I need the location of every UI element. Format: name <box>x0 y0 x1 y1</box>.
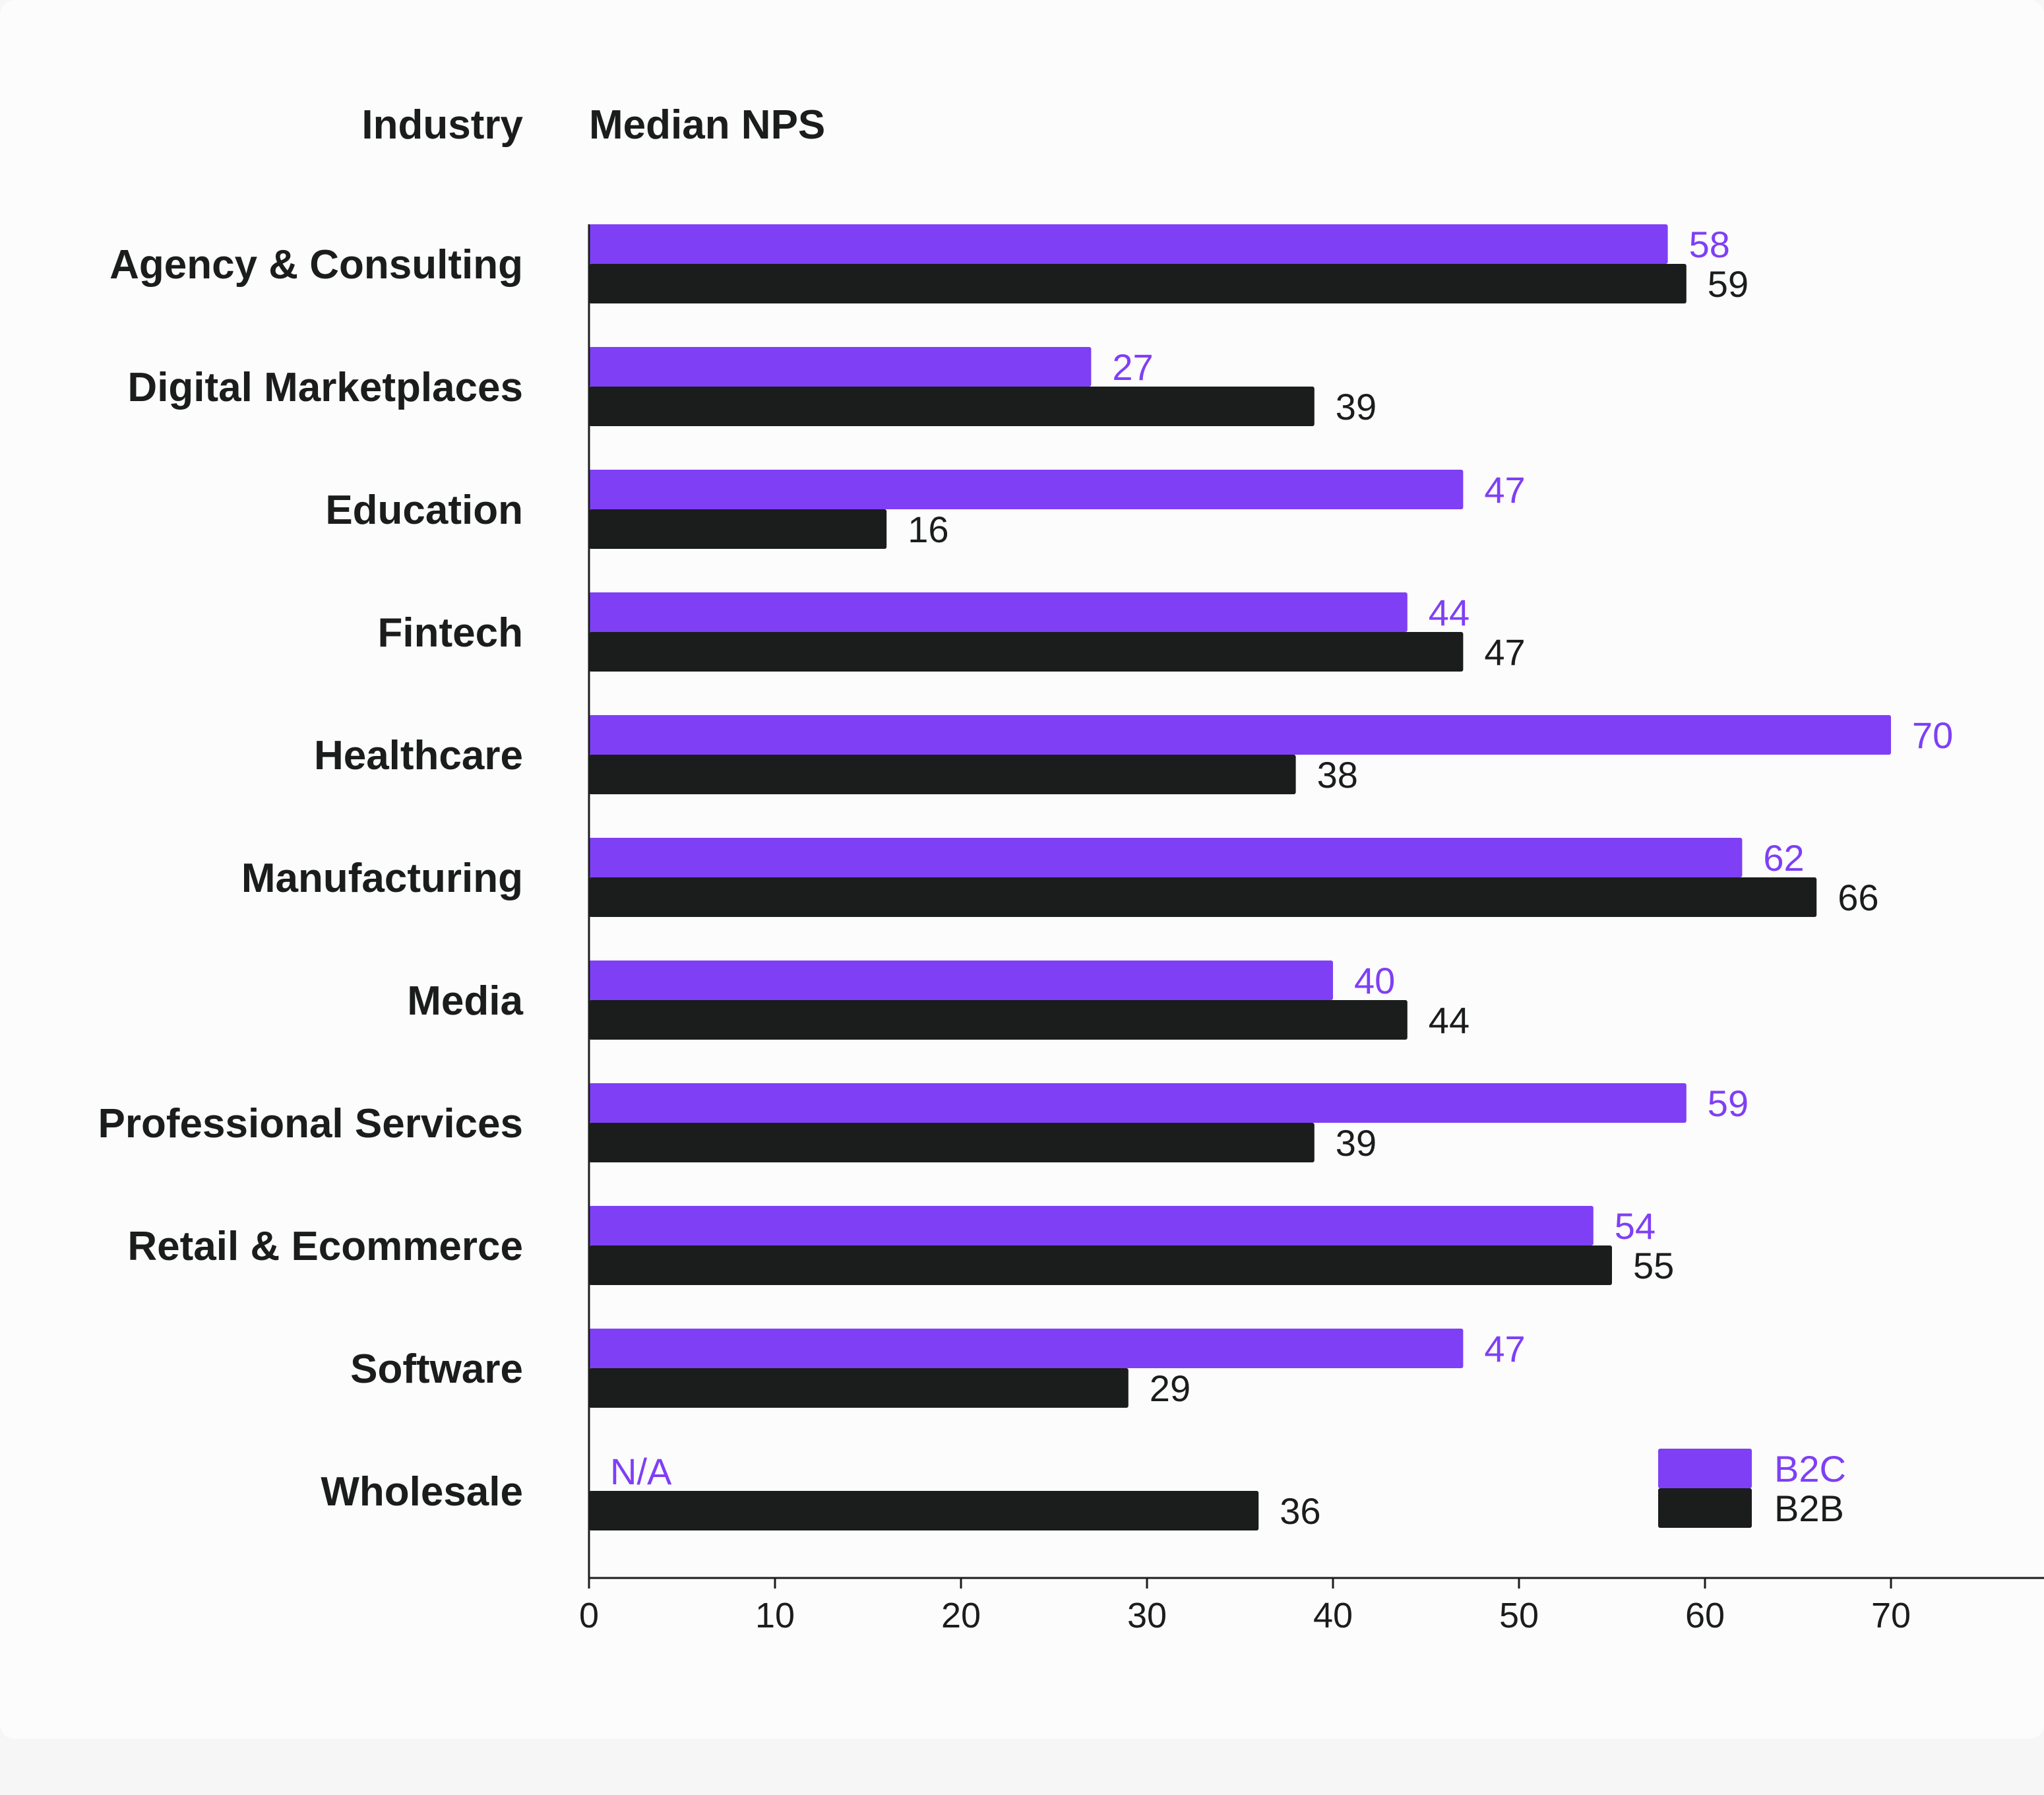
category-label-wholesale: Wholesale <box>321 1469 523 1515</box>
data-label-b2c-healthcare: 70 <box>1912 714 1953 756</box>
x-tick-label-30: 30 <box>1127 1596 1167 1635</box>
bar-b2b-retail-ecommerce <box>589 1245 1612 1285</box>
x-tick-label-20: 20 <box>941 1596 981 1635</box>
bar-b2b-education <box>589 509 887 549</box>
data-label-b2c-digital-marketplaces: 27 <box>1112 346 1153 388</box>
data-label-b2c-education: 47 <box>1484 469 1525 511</box>
data-label-b2b-digital-marketplaces: 39 <box>1336 386 1377 427</box>
bar-b2c-fintech <box>589 592 1408 632</box>
category-label-retail-ecommerce: Retail & Ecommerce <box>127 1224 523 1269</box>
nps-bar-chart: Industry Median NPS Agency & Consulting 5… <box>98 102 2044 1635</box>
bar-b2b-media <box>589 1000 1408 1040</box>
category-label-professional-services: Professional Services <box>98 1101 523 1147</box>
bar-b2b-digital-marketplaces <box>589 387 1315 426</box>
category-label-healthcare: Healthcare <box>314 733 523 778</box>
bar-b2b-agency-consulting <box>589 264 1687 303</box>
data-label-b2c-agency-consulting: 58 <box>1689 224 1730 265</box>
bar-b2b-healthcare <box>589 755 1296 794</box>
bar-b2c-education <box>589 470 1464 509</box>
category-label-digital-marketplaces: Digital Marketplaces <box>127 365 523 410</box>
bar-b2c-retail-ecommerce <box>589 1206 1594 1245</box>
data-label-b2b-education: 16 <box>908 509 948 550</box>
legend-label-b2b: B2B <box>1774 1488 1844 1529</box>
category-label-manufacturing: Manufacturing <box>241 856 523 901</box>
bar-b2b-fintech <box>589 632 1464 672</box>
category-label-software: Software <box>350 1346 523 1392</box>
x-tick-label-60: 60 <box>1685 1596 1725 1635</box>
x-tick-label-10: 10 <box>755 1596 795 1635</box>
category-label-agency-consulting: Agency & Consulting <box>109 242 523 288</box>
data-label-b2c-retail-ecommerce: 54 <box>1615 1205 1656 1247</box>
chart-card: Industry Median NPS Agency & Consulting 5… <box>98 102 2044 1635</box>
data-label-b2b-media: 44 <box>1429 999 1470 1041</box>
data-label-b2b-agency-consulting: 59 <box>1708 263 1749 305</box>
bar-b2c-media <box>589 960 1333 1000</box>
category-label-media: Media <box>407 978 523 1024</box>
bar-b2b-software <box>589 1368 1129 1408</box>
data-label-b2c-fintech: 44 <box>1429 592 1470 633</box>
bar-b2c-software <box>589 1329 1464 1368</box>
data-label-b2b-retail-ecommerce: 55 <box>1633 1245 1674 1286</box>
category-label-education: Education <box>325 488 523 533</box>
data-label-b2b-professional-services: 39 <box>1336 1122 1377 1164</box>
data-label-b2c-wholesale: N/A <box>610 1451 672 1492</box>
data-label-b2b-manufacturing: 66 <box>1838 877 1878 918</box>
bar-b2c-healthcare <box>589 715 1891 755</box>
data-label-b2b-wholesale: 36 <box>1280 1490 1320 1532</box>
data-label-b2b-fintech: 47 <box>1484 631 1525 673</box>
data-label-b2b-software: 29 <box>1150 1368 1191 1409</box>
x-tick-label-50: 50 <box>1499 1596 1539 1635</box>
legend-swatch-b2b <box>1658 1488 1752 1528</box>
bar-b2b-wholesale <box>589 1491 1259 1530</box>
bar-b2c-digital-marketplaces <box>589 347 1092 387</box>
bar-b2c-agency-consulting <box>589 224 1668 264</box>
x-tick-label-40: 40 <box>1313 1596 1353 1635</box>
data-label-b2c-manufacturing: 62 <box>1763 837 1804 879</box>
data-label-b2c-software: 47 <box>1484 1328 1525 1370</box>
bar-b2b-manufacturing <box>589 877 1817 917</box>
data-label-b2c-professional-services: 59 <box>1708 1083 1749 1124</box>
bar-b2b-professional-services <box>589 1123 1315 1162</box>
x-tick-label-0: 0 <box>579 1596 599 1635</box>
category-label-fintech: Fintech <box>378 610 523 656</box>
x-tick-label-70: 70 <box>1871 1596 1911 1635</box>
bar-b2c-professional-services <box>589 1083 1687 1123</box>
data-label-b2c-media: 40 <box>1354 960 1395 1001</box>
data-label-b2b-healthcare: 38 <box>1317 754 1358 796</box>
bar-b2c-manufacturing <box>589 838 1743 877</box>
category-header: Industry <box>361 102 523 148</box>
legend-swatch-b2c <box>1658 1449 1752 1488</box>
value-header: Median NPS <box>589 102 825 148</box>
axes-group: 0 10 20 30 40 50 60 70 <box>579 224 2044 1635</box>
legend-label-b2c: B2C <box>1774 1448 1846 1490</box>
